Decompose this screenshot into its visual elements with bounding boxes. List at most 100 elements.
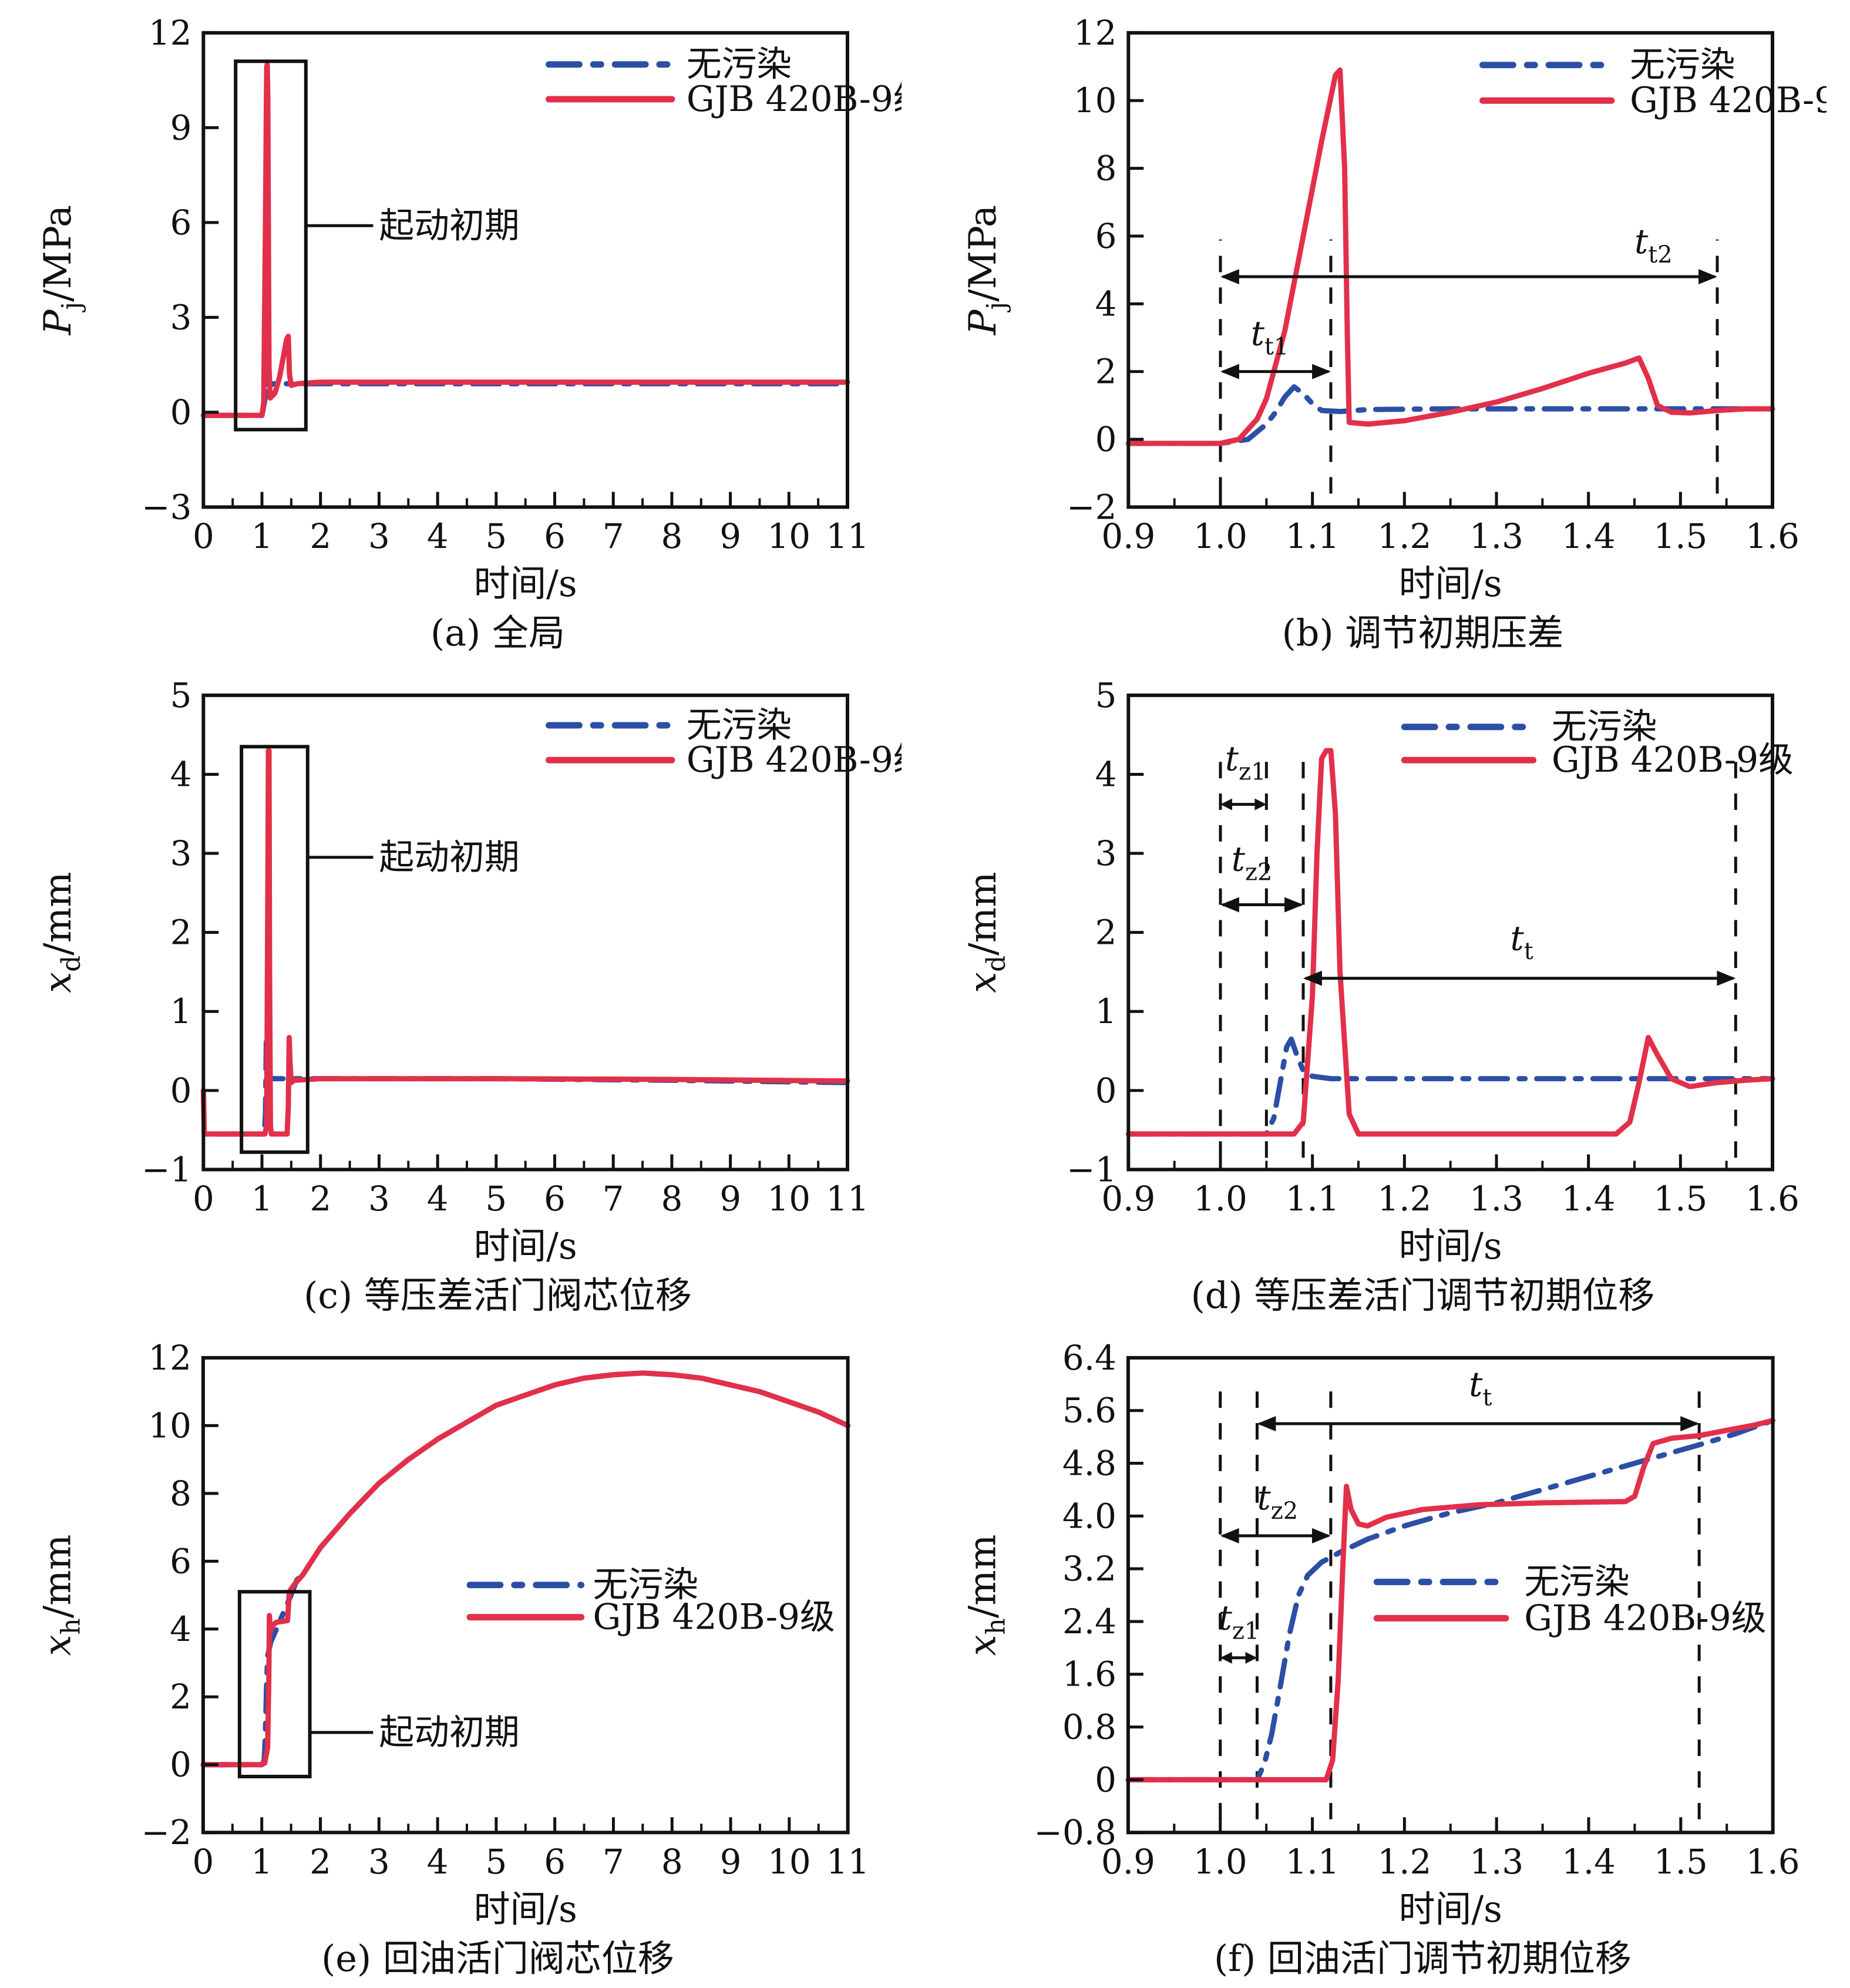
legend-label-blue: 无污染 xyxy=(1630,45,1735,86)
y-tick-label: 0 xyxy=(170,1071,192,1111)
y-tick-label: −2 xyxy=(1067,487,1116,527)
series-red xyxy=(200,62,850,418)
x-tick-label: 1.6 xyxy=(1745,1179,1799,1219)
legend-label-red: GJB 420B-9级 xyxy=(593,1597,835,1638)
x-tick-label: 0.9 xyxy=(1101,1179,1155,1219)
caption-c: (c) 等压差活门阀芯位移 xyxy=(304,1273,692,1316)
y-tick-label: 3 xyxy=(170,833,192,873)
x-axis-title: 时间/s xyxy=(1399,563,1502,605)
annotation-label: 起动初期 xyxy=(379,205,519,246)
y-tick-label: 6 xyxy=(170,203,192,243)
annotations: 起动初期 xyxy=(307,837,520,878)
chart-b-canvas: tt1 tt2 0.9 1.0 1.1 1.2 1.3 1.4 1.5 1.6 −2 0 2 4 6 8 10 1… xyxy=(961,13,1827,605)
legend-label-blue: 无污染 xyxy=(1524,1562,1630,1603)
series-curves xyxy=(200,1370,851,1768)
x-tick-label: 1.4 xyxy=(1562,1842,1616,1882)
x-tick-label: 1.3 xyxy=(1469,1179,1523,1219)
x-tick-label: 1.1 xyxy=(1286,1842,1340,1882)
x-tick-label: 1.6 xyxy=(1745,516,1799,556)
y-tick-label: 8 xyxy=(170,1474,191,1513)
x-tick-label: 2 xyxy=(310,1179,331,1219)
interval-arrows: tz1 tz2 tt xyxy=(1219,1364,1700,1664)
y-tick-label: 1 xyxy=(170,991,192,1031)
dashed-marker-lines xyxy=(1219,239,1719,494)
y-tick-label: 5 xyxy=(170,675,192,715)
y-tick-label: 0 xyxy=(1095,419,1117,459)
y-tick-label: 0.8 xyxy=(1062,1707,1116,1747)
x-tick-label: 1.4 xyxy=(1562,1179,1616,1219)
y-tick-label: 3 xyxy=(1095,833,1117,873)
x-tick-label: 11 xyxy=(826,1179,869,1219)
x-tick-label: 1.1 xyxy=(1286,516,1340,556)
y-tick-label: 2.4 xyxy=(1062,1602,1116,1641)
x-tick-label: 1 xyxy=(251,1179,273,1219)
interval-label: tz1 xyxy=(1225,739,1266,786)
x-tick-label: 5 xyxy=(485,516,507,556)
y-tick-label: 6 xyxy=(1095,216,1117,256)
axes: 0.9 1.0 1.1 1.2 1.3 1.4 1.5 1.6 −1 0 1 2 3 4 5 xyxy=(1067,675,1799,1219)
y-axis-title: Pj/MPa xyxy=(961,205,1011,335)
y-tick-label: 1.6 xyxy=(1062,1654,1116,1694)
x-tick-label: 11 xyxy=(826,516,869,556)
y-tick-label: 4.0 xyxy=(1062,1496,1116,1536)
interval-label: tz1 xyxy=(1219,1597,1260,1644)
y-tick-label: −1 xyxy=(1067,1149,1116,1189)
x-tick-label: 1 xyxy=(251,516,273,556)
y-tick-label: 0 xyxy=(1095,1760,1116,1799)
legend-label-red: GJB 420B-9级 xyxy=(1630,80,1827,121)
x-tick-label: 5 xyxy=(485,1842,507,1882)
y-tick-label: 3.2 xyxy=(1062,1549,1116,1589)
x-tick-label: 0 xyxy=(193,1179,214,1219)
x-tick-label: 4 xyxy=(427,1842,449,1882)
annotations: 起动初期 xyxy=(310,1712,520,1753)
x-tick-label: 1.5 xyxy=(1654,1842,1708,1882)
x-tick-label: 5 xyxy=(485,1179,507,1219)
x-tick-label: 2 xyxy=(310,1842,331,1882)
y-tick-label: 12 xyxy=(148,1338,191,1378)
x-tick-label: 1.5 xyxy=(1653,1179,1707,1219)
series-red xyxy=(200,1370,851,1768)
y-tick-label: 2 xyxy=(170,913,192,953)
y-tick-label: 0 xyxy=(170,392,192,432)
x-tick-label: 6 xyxy=(544,1842,566,1882)
x-tick-label: 1.1 xyxy=(1286,1179,1340,1219)
x-tick-label: 0 xyxy=(193,1842,214,1882)
x-tick-label: 7 xyxy=(603,516,624,556)
y-axis-title: xd/mm xyxy=(961,872,1011,993)
caption-d: (d) 等压差活门调节初期位移 xyxy=(1190,1273,1655,1316)
x-tick-label: 9 xyxy=(719,516,741,556)
x-tick-label: 1 xyxy=(251,1842,273,1882)
y-tick-label: −2 xyxy=(142,1812,191,1852)
interval-label: tz2 xyxy=(1232,839,1273,886)
x-tick-label: 1.3 xyxy=(1469,1842,1523,1882)
legend-label-red: GJB 420B-9级 xyxy=(1552,739,1794,781)
y-tick-label: 4 xyxy=(1095,754,1117,794)
x-tick-label: 11 xyxy=(826,1842,870,1882)
legend-label-blue: 无污染 xyxy=(687,44,792,85)
x-axis-title: 时间/s xyxy=(1399,1225,1502,1267)
x-tick-label: 8 xyxy=(661,516,683,556)
x-tick-label: 0.9 xyxy=(1101,1842,1155,1882)
interval-arrows: tt1 tt2 xyxy=(1220,221,1717,379)
legend-label-red: GJB 420B-9级 xyxy=(1524,1597,1766,1639)
legend-label-blue: 无污染 xyxy=(1552,707,1657,748)
y-tick-label: 2 xyxy=(170,1677,191,1717)
interval-label: tt1 xyxy=(1251,314,1289,361)
chart-d-canvas: tz1 tz2 tt 0.9 1.0 1.1 1.2 1.3 1.4 1.5 1.6 −1 0 1 2 3 4 5… xyxy=(961,675,1799,1267)
x-tick-label: 1.6 xyxy=(1746,1842,1800,1882)
x-tick-label: 2 xyxy=(310,516,331,556)
caption-a: (a) 全局 xyxy=(430,611,566,653)
x-tick-label: 1.5 xyxy=(1653,516,1707,556)
panel-f: tz1 tz2 tt 0.9 1.0 1.1 1.2 1.3 1.4 1.5 1.6 −0.8 0 0.8… xyxy=(948,1334,1827,1979)
series-blue xyxy=(200,360,850,418)
highlight-boxes xyxy=(240,745,310,1154)
y-tick-label: 6.4 xyxy=(1062,1338,1116,1378)
y-tick-label: 8 xyxy=(1095,149,1117,189)
series-blue xyxy=(1125,1418,1776,1782)
series-red xyxy=(1125,1418,1776,1782)
x-tick-label: 8 xyxy=(661,1179,683,1219)
